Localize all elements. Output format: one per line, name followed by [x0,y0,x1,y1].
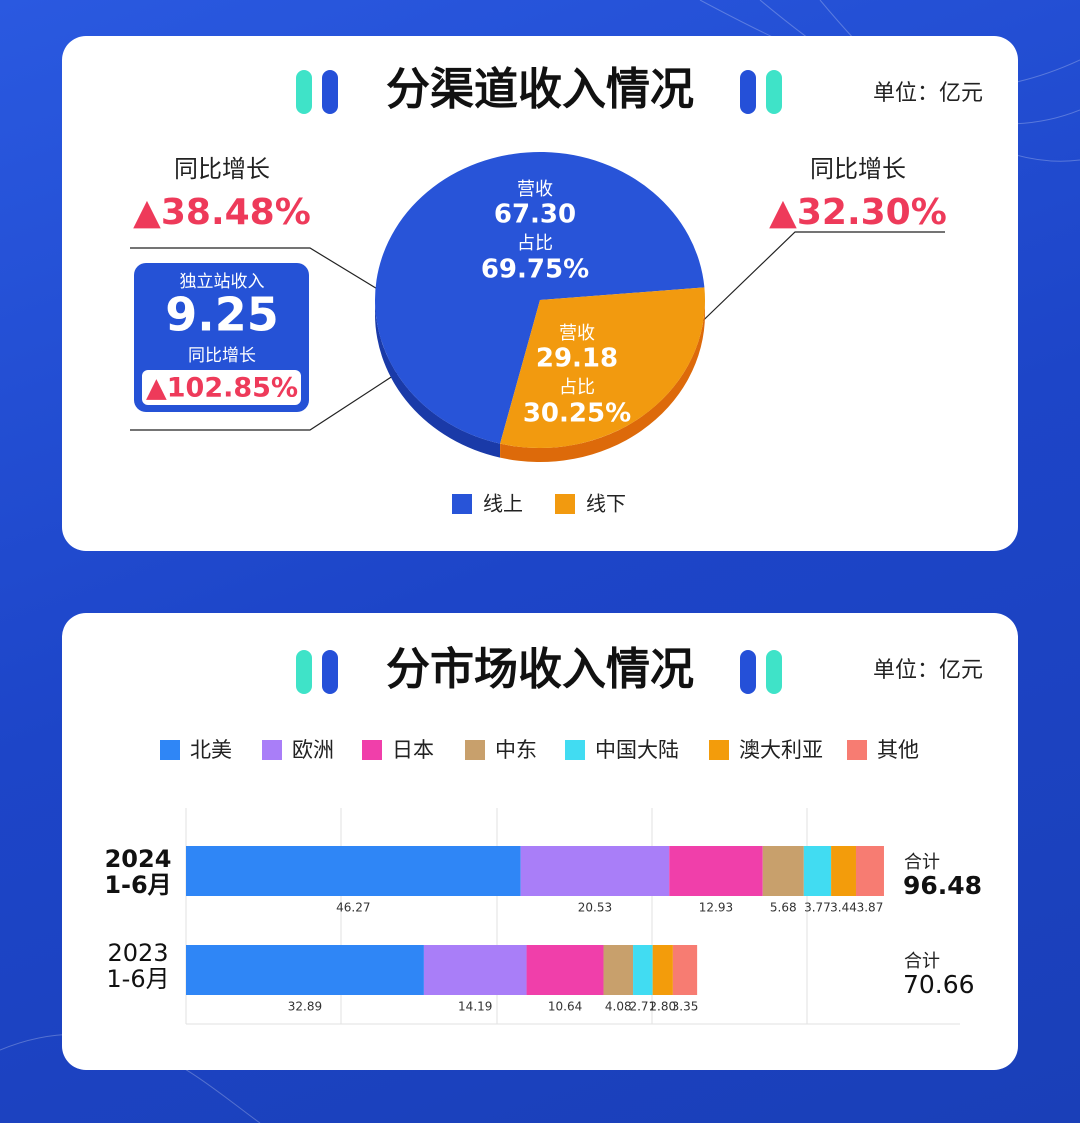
total-label: 合计 [904,951,940,972]
value-label: 46.27 [336,901,370,915]
bar-segment [186,846,521,896]
legend-swatch [847,740,867,760]
legend-label: 日本 [392,738,434,762]
total-value: 96.48 [903,871,982,900]
legend-swatch [465,740,485,760]
unit: 单位：亿元 [873,81,983,106]
store-growth: ▲102.85% [146,373,298,404]
growth-label: 同比增长 [174,155,270,183]
value-label: 2.80 [649,1000,676,1014]
total-label: 合计 [904,852,940,873]
chart-title: 分渠道收入情况 [386,64,694,115]
bar-segment [803,846,832,896]
value-label: 3.77 [804,901,831,915]
share-value: 69.75% [481,255,589,285]
value-label: 10.64 [548,1000,582,1014]
store-label: 独立站收入 [180,272,265,292]
bar-segment [831,846,856,896]
bar-segment [186,945,424,995]
pie-slice [500,287,705,448]
legend-swatch [709,740,729,760]
legend-label: 其他 [877,738,919,762]
pie-slice [375,152,705,444]
chart-title: 分市场收入情况 [386,644,694,695]
bar-segment [526,945,604,995]
bar-segment [672,945,698,995]
legend-swatch [362,740,382,760]
legend-swatch [452,494,472,514]
growth-value: ▲32.30% [769,192,947,233]
bar-segment [855,846,884,896]
revenue-label: 营收 [559,323,595,344]
value-label: 4.08 [605,1000,632,1014]
revenue-value: 29.18 [536,344,618,374]
title-decoration [296,70,782,694]
legend-label: 澳大利亚 [739,738,823,762]
value-label: 5.68 [770,901,797,915]
revenue-value: 67.30 [494,200,576,230]
unit: 单位：亿元 [873,658,983,683]
total-value: 70.66 [903,970,975,999]
legend-swatch [555,494,575,514]
y-tick-label: 2023 1-6月 [106,939,170,993]
legend-swatch [262,740,282,760]
value-label: 3.44 [830,901,857,915]
store-value: 9.25 [165,288,279,342]
share-value: 30.25% [523,399,631,429]
bar-segment [603,945,634,995]
legend-swatch [565,740,585,760]
bar-segment [423,945,527,995]
revenue-label: 营收 [517,179,553,200]
value-label: 3.87 [857,901,884,915]
bar-segment [762,846,804,896]
value-label: 32.89 [288,1000,322,1014]
pie-slice-side [375,300,501,458]
y-tick-label: 2024 1-6月 [104,845,172,899]
legend-label: 线下 [586,492,626,516]
growth-value: ▲38.48% [133,192,311,233]
value-label: 3.35 [672,1000,699,1014]
growth-label: 同比增长 [810,155,906,183]
legend-label: 北美 [190,738,232,762]
legend-label: 中东 [495,738,537,762]
store-growth-label: 同比增长 [188,346,256,366]
bar-segment [669,846,763,896]
share-label: 占比 [559,377,595,398]
bar-segment [652,945,673,995]
legend-swatch [160,740,180,760]
legend-label: 欧洲 [292,738,334,762]
value-label: 20.53 [578,901,612,915]
legend-label: 线上 [483,492,523,516]
bar-segment [633,945,653,995]
value-label: 12.93 [699,901,733,915]
bar-chart: 北美 欧洲 日本 中东 中国大陆 澳大利亚 其他 46.27 20.53 12.93 5.68 3.7… [160,738,982,1025]
value-label: 2.71 [629,1000,656,1014]
bar-segment [520,846,670,896]
value-label: 14.19 [458,1000,492,1014]
share-label: 占比 [517,233,553,254]
store-growth-box [142,370,301,405]
legend-label: 中国大陆 [595,738,679,762]
